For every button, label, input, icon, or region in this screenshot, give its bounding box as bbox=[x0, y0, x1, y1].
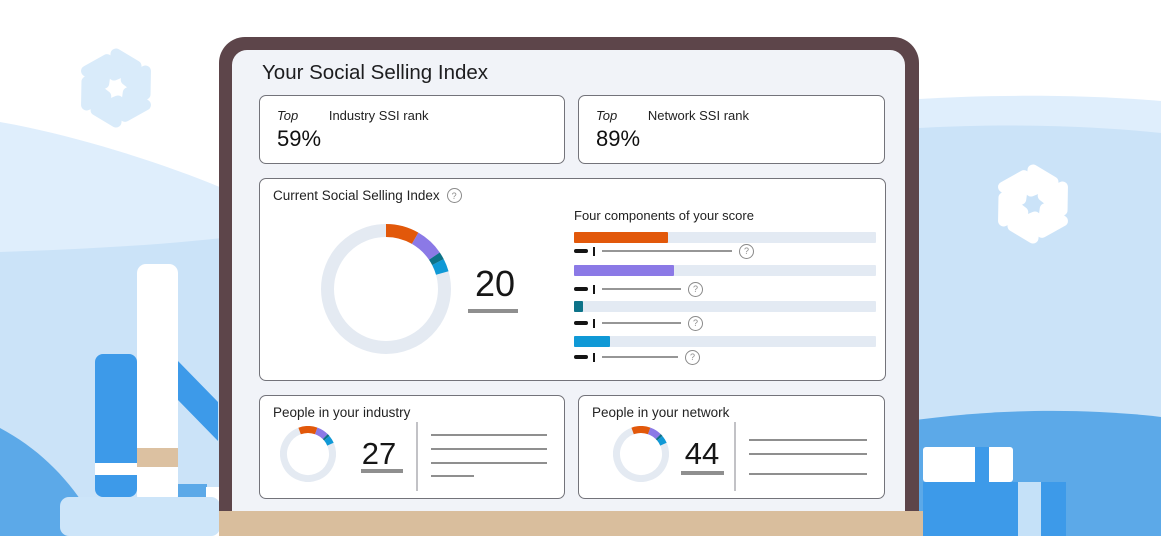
divider bbox=[734, 422, 736, 491]
ssi-score: 20 bbox=[474, 263, 516, 304]
skeleton-line bbox=[602, 250, 732, 252]
laptop-base bbox=[219, 511, 923, 536]
buildings-left bbox=[60, 264, 220, 536]
component-bar-fill bbox=[574, 301, 584, 312]
diagonal-ribbon bbox=[177, 360, 218, 441]
component-bar-fill bbox=[574, 336, 611, 347]
skeleton-line bbox=[602, 356, 678, 358]
help-icon[interactable]: ? bbox=[688, 281, 703, 297]
component-bar-fill bbox=[574, 232, 668, 243]
label-tick bbox=[593, 352, 595, 362]
skeleton-line bbox=[749, 439, 867, 441]
skeleton-line bbox=[602, 322, 681, 324]
buildings-right bbox=[923, 447, 1066, 536]
label-dash bbox=[574, 355, 588, 359]
laptop-screen: Your Social Selling Index Top Industry S… bbox=[232, 50, 905, 511]
blue-block bbox=[923, 482, 1066, 536]
help-icon[interactable]: ? bbox=[446, 188, 462, 203]
value-underline bbox=[681, 471, 724, 475]
score-underline bbox=[468, 309, 518, 313]
label-dash bbox=[574, 287, 588, 291]
component-label-row: ? bbox=[574, 243, 754, 259]
component-bar-track bbox=[574, 232, 876, 243]
pinwheel-icon-left bbox=[81, 48, 151, 128]
industry-rank-value: 59% bbox=[277, 126, 322, 151]
component-label-row: ? bbox=[574, 281, 703, 297]
skeleton-line bbox=[431, 448, 547, 450]
people-network-title: People in your network bbox=[592, 405, 730, 420]
components-title: Four components of your score bbox=[574, 208, 754, 223]
skeleton-line bbox=[431, 462, 547, 464]
label-tick bbox=[593, 246, 595, 256]
current-ssi-title: Current Social Selling Index ? bbox=[273, 188, 462, 203]
label-tick bbox=[593, 318, 595, 328]
people-industry-value: 27 bbox=[361, 436, 397, 471]
skeleton-line bbox=[431, 475, 474, 477]
pinwheel-icon-right bbox=[998, 164, 1068, 244]
rank-label: Network SSI rank bbox=[647, 108, 749, 123]
divider bbox=[416, 422, 418, 491]
skeleton-line bbox=[749, 473, 867, 475]
laptop-frame: Your Social Selling Index Top Industry S… bbox=[219, 37, 919, 511]
ssi-donut-chart bbox=[321, 224, 451, 354]
label-dash bbox=[574, 321, 588, 325]
current-ssi-card: Current Social Selling Index ? 20 Four c… bbox=[259, 178, 886, 381]
skeleton-line bbox=[602, 288, 681, 290]
help-icon[interactable]: ? bbox=[739, 243, 754, 259]
network-rank-value: 89% bbox=[596, 126, 641, 151]
tan-band bbox=[137, 448, 178, 467]
component-bar-track bbox=[574, 265, 876, 276]
label-tick bbox=[593, 284, 595, 294]
network-rank-card: Top Network SSI rank 89% bbox=[578, 95, 885, 164]
white-column bbox=[137, 264, 178, 504]
network-donut-chart bbox=[613, 426, 669, 482]
people-network-value: 44 bbox=[684, 436, 720, 471]
rank-prefix: Top bbox=[596, 108, 618, 123]
value-underline bbox=[361, 469, 403, 473]
page-title: Your Social Selling Index bbox=[262, 61, 489, 84]
skeleton-line bbox=[431, 434, 547, 436]
component-bar-fill bbox=[574, 265, 674, 276]
people-network-card: People in your network 44 bbox=[578, 395, 885, 499]
component-label-row: ? bbox=[574, 349, 700, 365]
people-industry-title: People in your industry bbox=[273, 405, 411, 420]
rank-prefix: Top bbox=[277, 108, 299, 123]
light-panel bbox=[60, 497, 220, 536]
label-dash bbox=[574, 249, 588, 253]
people-industry-card: People in your industry 27 bbox=[259, 395, 565, 499]
component-label-row: ? bbox=[574, 315, 703, 331]
current-ssi-title-text: Current Social Selling Index bbox=[273, 188, 440, 203]
help-icon[interactable]: ? bbox=[685, 349, 700, 365]
component-bar-track bbox=[574, 336, 876, 347]
skeleton-line bbox=[749, 453, 867, 455]
rank-card-header: Top Industry SSI rank bbox=[277, 108, 429, 123]
rank-card-header: Top Network SSI rank bbox=[596, 108, 749, 123]
industry-rank-card: Top Industry SSI rank 59% bbox=[259, 95, 565, 164]
help-icon[interactable]: ? bbox=[688, 315, 703, 331]
rank-label: Industry SSI rank bbox=[328, 108, 429, 123]
blue-column bbox=[95, 354, 137, 497]
industry-donut-chart bbox=[280, 426, 336, 482]
component-bar-track bbox=[574, 301, 876, 312]
white-block bbox=[923, 447, 1013, 482]
